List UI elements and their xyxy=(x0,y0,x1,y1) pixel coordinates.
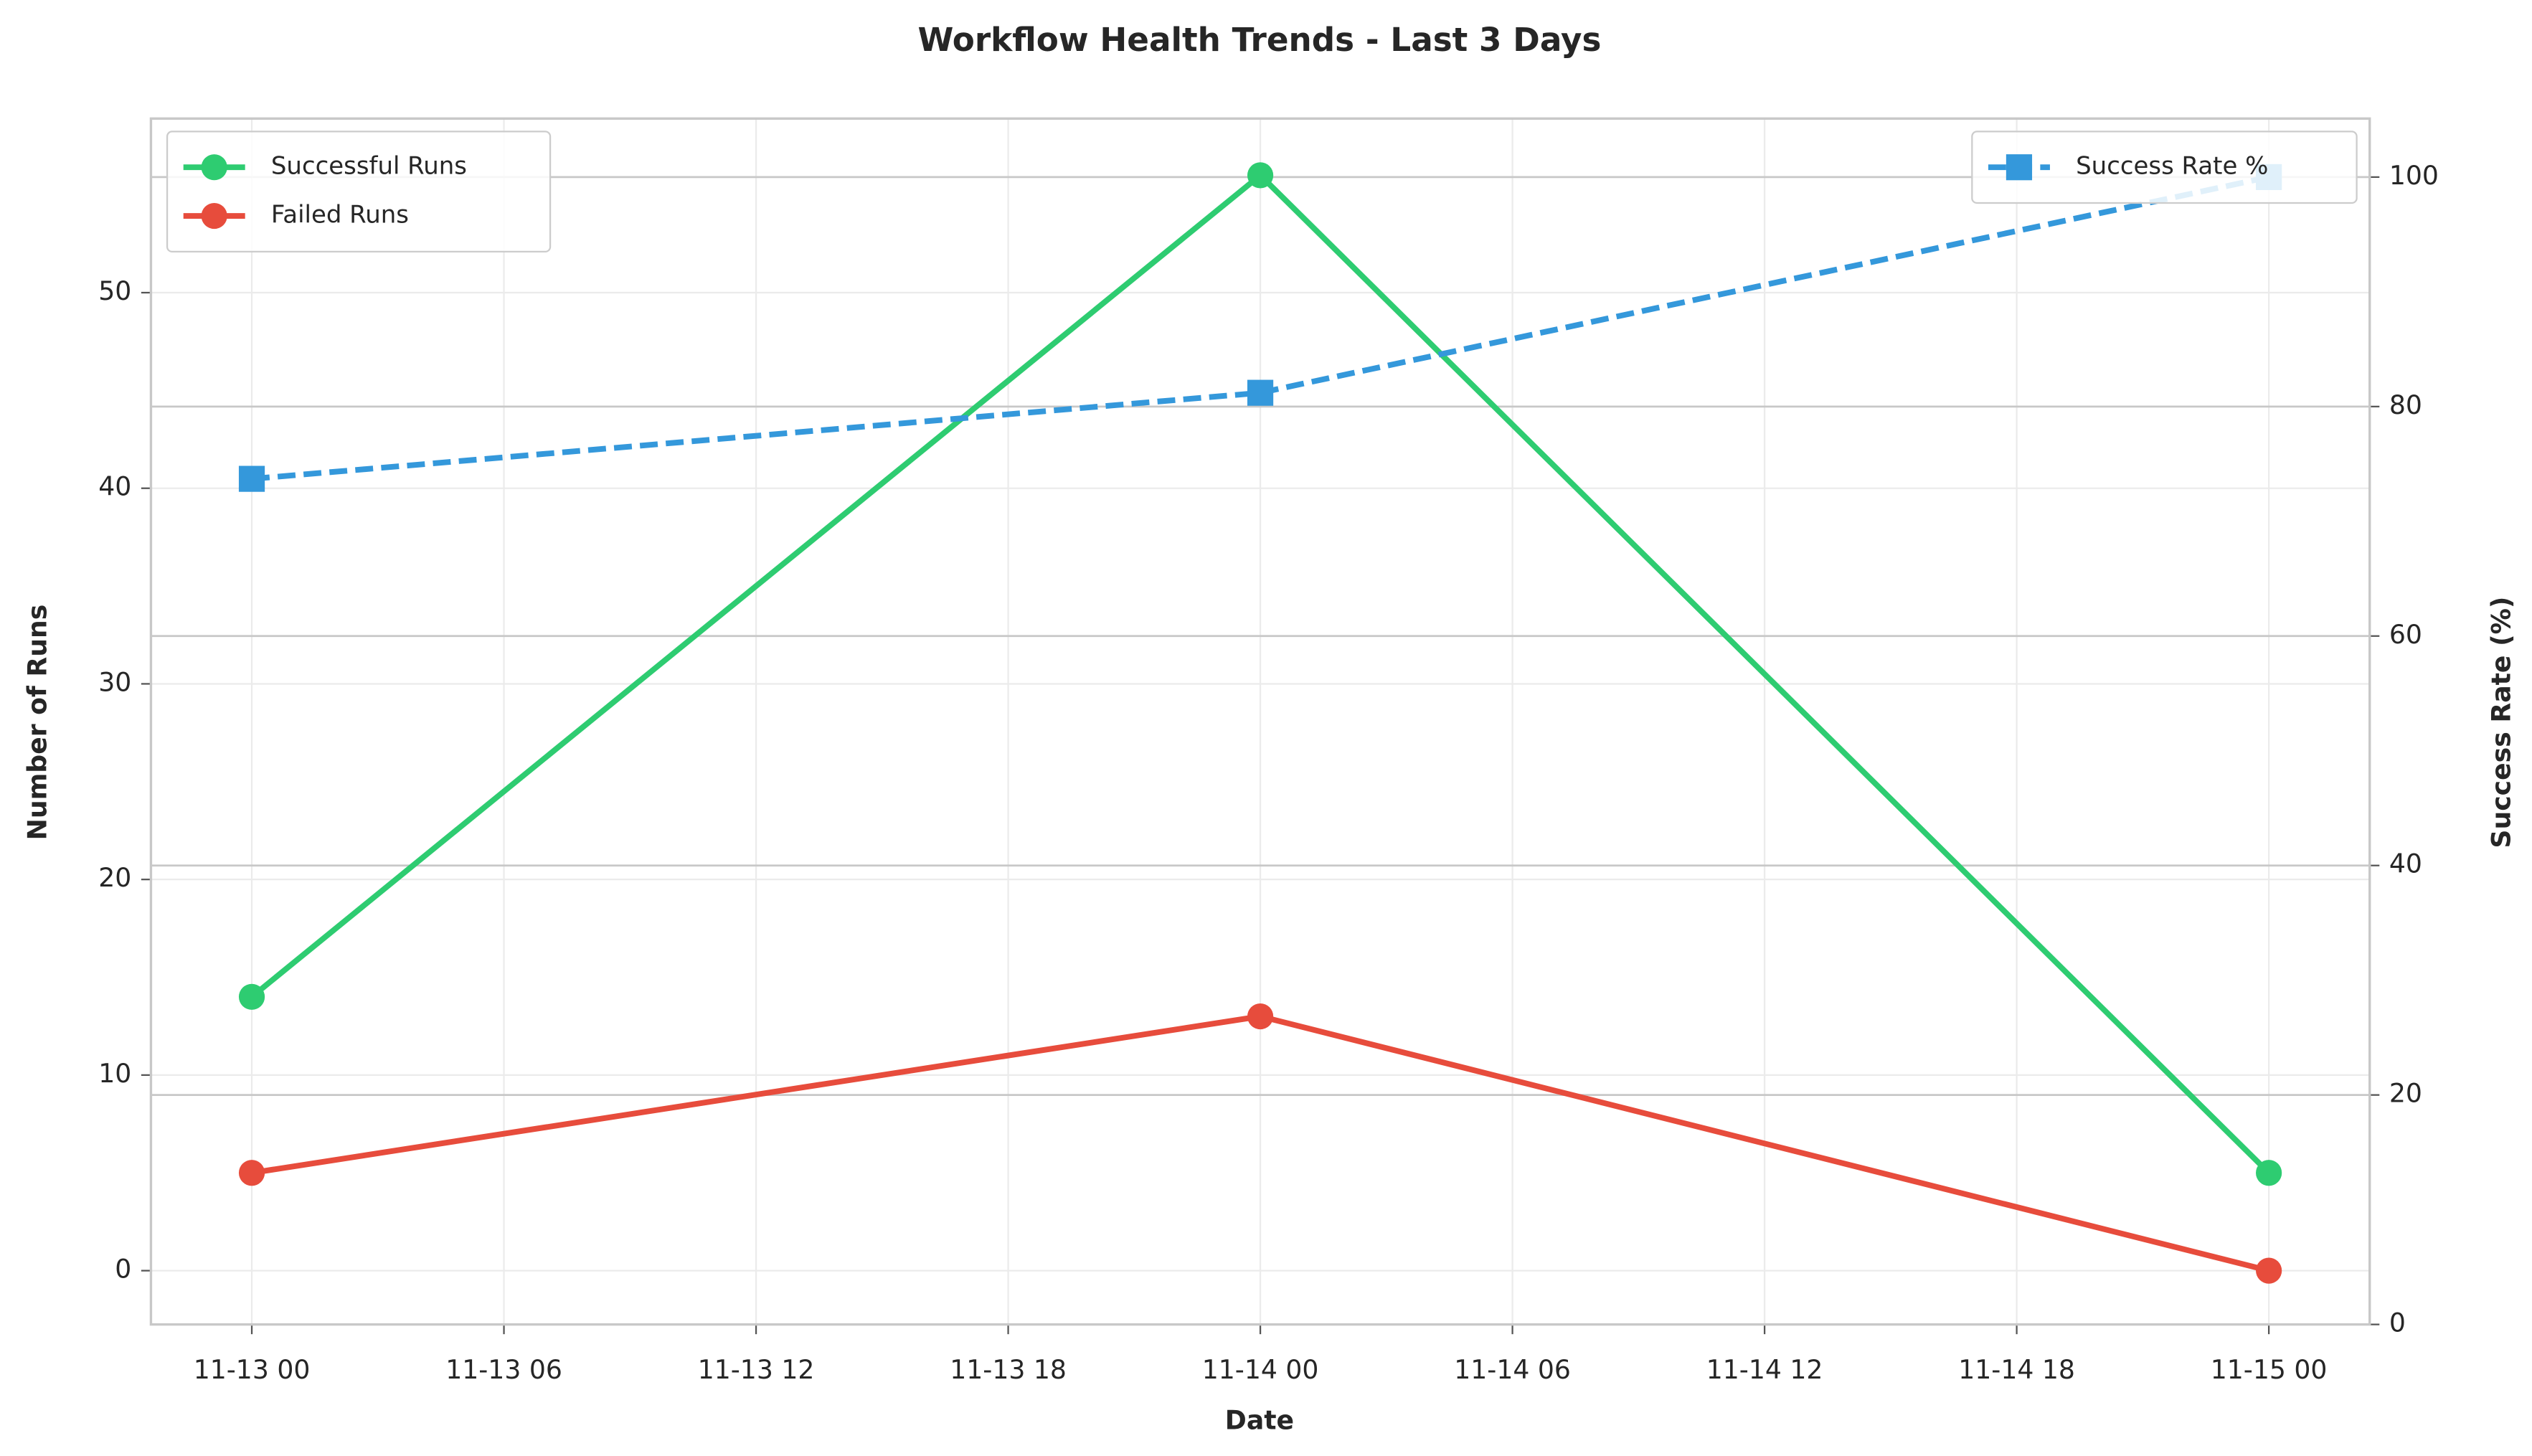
point xyxy=(238,983,265,1010)
series-line xyxy=(251,174,2269,482)
y2-axis-label: Success Rate (%) xyxy=(2485,597,2516,848)
y2-tick-label: 100 xyxy=(2389,160,2439,191)
legend-box xyxy=(1971,131,2358,204)
y2-tick-label: 0 xyxy=(2389,1308,2406,1338)
y-axis-label: Number of Runs xyxy=(22,605,52,841)
y-tick-label: 20 xyxy=(98,862,131,893)
x-tick-label: 11-14 00 xyxy=(1202,1354,1319,1385)
legend-label: Failed Runs xyxy=(271,201,409,230)
point xyxy=(2256,1160,2282,1186)
y-tick-label: 0 xyxy=(115,1254,131,1285)
x-tick-label: 11-13 06 xyxy=(445,1354,562,1385)
x-tick-label: 11-13 12 xyxy=(698,1354,815,1385)
y-tick-label: 10 xyxy=(98,1058,131,1089)
point xyxy=(1247,162,1274,189)
x-tick-label: 11-14 06 xyxy=(1454,1354,1571,1385)
y2-tick-label: 80 xyxy=(2389,389,2422,420)
legend-label: Success Rate % xyxy=(2076,152,2268,181)
x-tick-label: 11-13 00 xyxy=(194,1354,311,1385)
chart-title: Workflow Health Trends - Last 3 Days xyxy=(917,21,1601,59)
x-axis-label: Date xyxy=(1225,1404,1294,1435)
y-tick-label: 30 xyxy=(98,666,131,697)
legend-marker xyxy=(201,154,227,181)
point xyxy=(1247,1003,1274,1030)
y2-tick-label: 40 xyxy=(2389,848,2422,879)
legend-marker xyxy=(201,202,227,230)
y-tick-label: 50 xyxy=(98,275,131,306)
point xyxy=(238,1160,265,1186)
y-tick-label: 40 xyxy=(98,471,131,502)
point xyxy=(1247,379,1274,406)
point xyxy=(2256,1257,2282,1284)
y2-tick-label: 60 xyxy=(2389,619,2422,650)
legend-marker xyxy=(2006,154,2033,181)
legend-label: Successful Runs xyxy=(271,152,467,181)
y2-tick-label: 20 xyxy=(2389,1078,2422,1109)
x-tick-label: 11-13 18 xyxy=(950,1354,1067,1385)
legend-box xyxy=(166,131,552,252)
point xyxy=(238,465,265,492)
x-tick-label: 11-15 00 xyxy=(2211,1354,2328,1385)
plot-frame xyxy=(149,117,2371,1326)
x-tick-label: 11-14 12 xyxy=(1706,1354,1823,1385)
x-tick-label: 11-14 18 xyxy=(1958,1354,2075,1385)
